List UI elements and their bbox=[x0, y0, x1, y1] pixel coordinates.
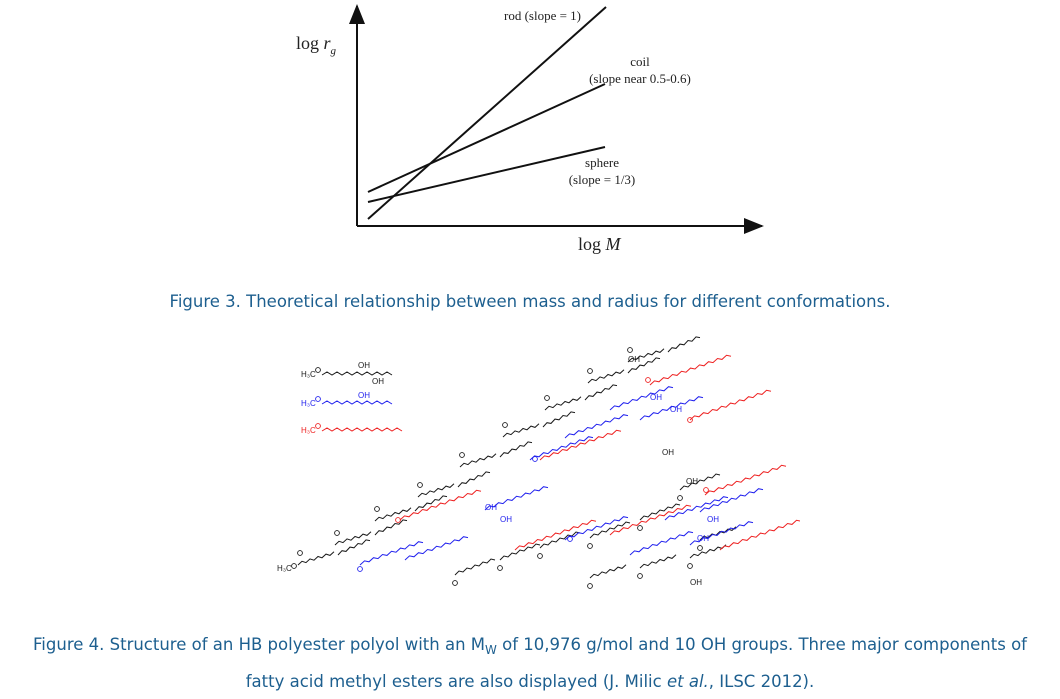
svg-text:H₃C: H₃C bbox=[301, 399, 316, 408]
sphere-label: sphere bbox=[585, 155, 619, 170]
rod-line bbox=[367, 6, 607, 220]
rod-annotation: rod (slope = 1) bbox=[504, 8, 582, 23]
sphere-slope: (slope = 1/3) bbox=[568, 172, 636, 187]
conformation-plot bbox=[349, 4, 764, 234]
figure-4-polyol-structure: H₃C OH OH H₃C OH H₃C H₃C OH OH OH OH OH OH OH OH OH OH bbox=[260, 330, 802, 600]
svg-text:H₃C: H₃C bbox=[301, 370, 316, 379]
coil-slope: (slope near 0.5-0.6) bbox=[589, 71, 691, 86]
x-axis-label: log M bbox=[578, 234, 621, 254]
coil-label: coil bbox=[630, 54, 650, 69]
svg-text:OH: OH bbox=[707, 515, 719, 524]
svg-text:OH: OH bbox=[650, 393, 662, 402]
svg-text:OH: OH bbox=[686, 477, 698, 486]
sphere-line bbox=[367, 146, 606, 203]
y-axis-label: log rg bbox=[296, 33, 337, 57]
svg-text:H₃C: H₃C bbox=[277, 564, 292, 573]
svg-text:OH: OH bbox=[358, 361, 370, 370]
figure-3: log rg log M rod (slope = 1) coil (slope… bbox=[0, 0, 1060, 270]
svg-text:OH: OH bbox=[670, 405, 682, 414]
svg-text:H₃C: H₃C bbox=[301, 426, 316, 435]
svg-text:OH: OH bbox=[628, 355, 640, 364]
svg-text:OH: OH bbox=[662, 448, 674, 457]
svg-text:OH: OH bbox=[500, 515, 512, 524]
coil-annotation: coil (slope near 0.5-0.6) bbox=[582, 53, 698, 87]
svg-text:OH: OH bbox=[697, 534, 709, 543]
svg-text:OH: OH bbox=[690, 578, 702, 587]
figure-4-caption: Figure 4. Structure of an HB polyester p… bbox=[33, 635, 1027, 691]
sphere-annotation: sphere (slope = 1/3) bbox=[560, 154, 644, 188]
figure-3-caption: Figure 3. Theoretical relationship betwe… bbox=[169, 292, 891, 311]
svg-text:OH: OH bbox=[358, 391, 370, 400]
svg-text:OH: OH bbox=[372, 377, 384, 386]
coil-line bbox=[367, 83, 606, 193]
svg-text:OH: OH bbox=[485, 503, 497, 512]
